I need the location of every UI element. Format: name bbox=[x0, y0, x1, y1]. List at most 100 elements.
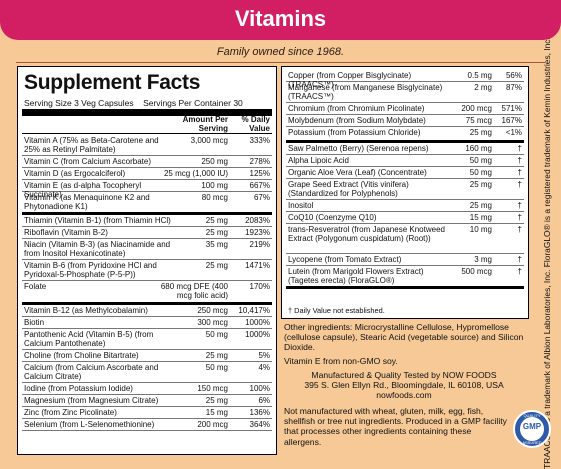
nutrient-name: Vitamin E (as d-alpha Tocopheryl Succina… bbox=[24, 181, 142, 199]
daily-value: 4% bbox=[258, 363, 270, 372]
amount-value: 100 mg bbox=[201, 181, 228, 190]
nutrient-name: trans-Resveratrol (from Japanese Knotwee… bbox=[288, 225, 445, 243]
nutrient-name: Saw Palmetto (Berry) (Serenoa repens) bbox=[288, 144, 429, 153]
amount-value: 160 mg bbox=[465, 144, 492, 153]
trademark-notice: TRAACS™ is a trademark of Albion Laborat… bbox=[540, 37, 554, 469]
facts-row: Riboflavin (Vitamin B-2) 25 mg 1923% bbox=[22, 227, 272, 239]
dv-note: † Daily Value not established. bbox=[288, 306, 385, 315]
serving-info: Serving Size 3 Veg Capsules Servings Per… bbox=[24, 98, 243, 108]
amount-value: 200 mcg bbox=[461, 104, 492, 113]
daily-value: 1000% bbox=[245, 330, 270, 339]
daily-value: 170% bbox=[249, 282, 270, 291]
supplement-facts-panel: Supplement Facts Serving Size 3 Veg Caps… bbox=[17, 66, 277, 455]
gmp-badge-center bbox=[520, 417, 544, 441]
nutrient-name: Selenium (from L-Selenomethionine) bbox=[24, 420, 155, 429]
amount-value: 25 mg bbox=[205, 216, 228, 225]
facts-row: Vitamin E (as d-alpha Tocopheryl Succina… bbox=[22, 180, 272, 199]
nutrient-name: Biotin bbox=[24, 318, 45, 327]
facts-row: Potassium (from Potassium Chloride) 25 mg… bbox=[286, 127, 524, 143]
nutrient-name: Molybdenum (from Sodium Molybdate) bbox=[288, 116, 426, 125]
daily-value: 219% bbox=[249, 240, 270, 249]
amount-value: 25 mg bbox=[205, 228, 228, 237]
amount-value: 50 mg bbox=[205, 330, 228, 339]
vitamin-e-note: Vitamin E from non-GMO soy. bbox=[284, 356, 398, 366]
amount-value: 25 mg bbox=[205, 261, 228, 270]
daily-value: 136% bbox=[249, 408, 270, 417]
amount-value: 25 mg bbox=[205, 351, 228, 360]
facts-row: Lycopene (from Tomato Extract) 3 mg † bbox=[286, 254, 524, 266]
daily-value: 167% bbox=[501, 116, 522, 125]
daily-value: <1% bbox=[505, 128, 522, 137]
amount-value: 75 mcg bbox=[465, 116, 492, 125]
gmp-badge-bottom: ASSURED bbox=[522, 440, 542, 445]
amount-value: 15 mg bbox=[469, 213, 492, 222]
nutrient-name: Choline (from Choline Bitartrate) bbox=[24, 351, 139, 360]
supplement-facts-panel-continued: Copper (from Copper Bisglycinate) (TRAAC… bbox=[281, 66, 529, 319]
facts-row: Niacin (Vitamin B-3) (as Niacinamide and… bbox=[22, 239, 272, 260]
amount-header: Amount Per Serving bbox=[182, 115, 228, 133]
facts-row: Organic Aloe Vera (Leaf) (Concentrate) 50… bbox=[286, 167, 524, 179]
amount-value: 25 mg bbox=[469, 180, 492, 189]
facts-row: Grape Seed Extract (Vitis vinifera) (Sta… bbox=[286, 179, 524, 200]
nutrient-name: Riboflavin (Vitamin B-2) bbox=[24, 228, 108, 237]
daily-value: † bbox=[517, 201, 522, 210]
nutrient-name: Magnesium (from Magnesium Citrate) bbox=[24, 396, 159, 405]
gmp-badge-top: QUALITY bbox=[523, 413, 541, 418]
daily-value: 5% bbox=[258, 351, 270, 360]
amount-value: 80 mcg bbox=[201, 193, 228, 202]
nutrient-name: Thiamin (Vitamin B-1) (from Thiamin HCl) bbox=[24, 216, 171, 225]
daily-value: † bbox=[517, 267, 522, 276]
facts-row: Selenium (from L-Selenomethionine) 200 mc… bbox=[22, 419, 272, 431]
amount-value: 150 mcg bbox=[197, 384, 228, 393]
amount-value: 200 mcg bbox=[197, 420, 228, 429]
amount-value: 250 mg bbox=[201, 157, 228, 166]
amount-value: 35 mg bbox=[205, 240, 228, 249]
daily-value: † bbox=[517, 168, 522, 177]
daily-value: 571% bbox=[501, 104, 522, 113]
amount-value: 300 mcg bbox=[197, 318, 228, 327]
facts-row: Saw Palmetto (Berry) (Serenoa repens) 160… bbox=[286, 143, 524, 155]
serving-size: Serving Size 3 Veg Capsules bbox=[24, 98, 134, 108]
daily-value: 1471% bbox=[245, 261, 270, 270]
nutrient-name: Potassium (from Potassium Chloride) bbox=[288, 128, 421, 137]
facts-row: Vitamin D (as Ergocalciferol) 25 mcg (1,0… bbox=[22, 168, 272, 180]
nutrient-name: Calcium (from Calcium Ascorbate and Calc… bbox=[24, 363, 159, 381]
facts-row: CoQ10 (Coenzyme Q10) 15 mg † bbox=[286, 212, 524, 224]
daily-value: 278% bbox=[249, 157, 270, 166]
daily-value: † bbox=[517, 213, 522, 222]
nutrient-name: Lycopene (from Tomato Extract) bbox=[288, 255, 402, 264]
daily-value: † bbox=[517, 255, 522, 264]
amount-value: 50 mg bbox=[205, 363, 228, 372]
amount-value: 3,000 mcg bbox=[190, 136, 228, 145]
divider bbox=[16, 62, 545, 63]
nutrient-name: Vitamin K (as Menaquinone K2 and Phytona… bbox=[24, 193, 150, 211]
daily-value: 2083% bbox=[245, 216, 270, 225]
amount-value: 50 mg bbox=[469, 168, 492, 177]
manufacturer-address: 395 S. Glen Ellyn Rd., Bloomingdale, IL … bbox=[304, 380, 504, 391]
manufacturer-info: Manufactured & Quality Tested by NOW FOO… bbox=[280, 370, 528, 401]
facts-row: Vitamin C (from Calcium Ascorbate) 250 mg… bbox=[22, 156, 272, 168]
facts-row: Magnesium (from Magnesium Citrate) 25 mg 6… bbox=[22, 395, 272, 407]
amount-value: 500 mcg bbox=[461, 267, 492, 276]
daily-value: 87% bbox=[505, 83, 522, 92]
nutrient-name: Manganese (from Manganese Bisglycinate) … bbox=[288, 83, 443, 101]
nutrient-name: Vitamin D (as Ergocalciferol) bbox=[24, 169, 126, 178]
facts-row: Inositol 25 mg † bbox=[286, 200, 524, 212]
facts-row: Thiamin (Vitamin B-1) (from Thiamin HCl)… bbox=[22, 215, 272, 227]
daily-value: 667% bbox=[249, 181, 270, 190]
facts-row: Copper (from Copper Bisglycinate) (TRAAC… bbox=[286, 70, 524, 89]
manufacturer-website: nowfoods.com bbox=[376, 390, 432, 401]
amount-value: 25 mcg (1,000 IU) bbox=[163, 169, 228, 178]
servings-per-container: Servings Per Container 30 bbox=[143, 98, 243, 108]
amount-value: 25 mg bbox=[205, 396, 228, 405]
facts-row: Alpha Lipoic Acid 50 mg † bbox=[286, 155, 524, 167]
daily-value: 333% bbox=[249, 136, 270, 145]
amount-value: 3 mg bbox=[474, 255, 492, 264]
allergen-statement: Not manufactured with wheat, gluten, mil… bbox=[284, 406, 507, 447]
facts-row: Molybdenum (from Sodium Molybdate) 75 mcg… bbox=[286, 115, 524, 127]
divider bbox=[22, 133, 272, 134]
divider bbox=[22, 109, 272, 116]
nutrient-name: Iodine (from Potassium Iodide) bbox=[24, 384, 133, 393]
facts-row: Vitamin B-6 (from Pyridoxine HCl and Pyr… bbox=[22, 260, 272, 281]
nutrient-name: Alpha Lipoic Acid bbox=[288, 156, 349, 165]
